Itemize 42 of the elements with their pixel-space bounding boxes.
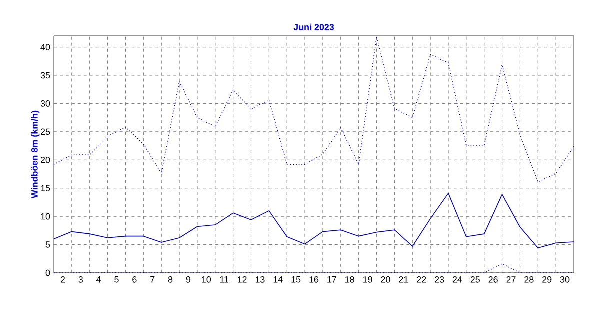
y-tick-label: 15 (41, 185, 50, 192)
x-tick-label: 29 (542, 276, 552, 283)
chart-title: Juni 2023 (294, 24, 334, 30)
x-tick-label: 10 (202, 276, 212, 283)
x-tick-label: 30 (560, 276, 570, 283)
x-tick-label: 19 (363, 276, 372, 283)
x-tick-label: 23 (434, 276, 444, 283)
x-tick-label: 21 (399, 276, 408, 283)
x-tick-label: 17 (328, 276, 336, 283)
line-series (54, 36, 574, 183)
x-tick-label: 3 (78, 276, 83, 283)
x-tick-label: 9 (186, 276, 191, 283)
x-tick-label: 20 (381, 276, 390, 283)
y-tick-label: 10 (41, 213, 50, 220)
x-tick-label: 4 (96, 276, 102, 283)
x-tick-label: 22 (417, 276, 426, 283)
y-tick-label: 30 (40, 100, 50, 107)
y-tick-label: 35 (40, 72, 50, 79)
x-tick-label: 7 (150, 276, 155, 283)
x-tick-label: 2 (60, 276, 66, 283)
y-tick-label: 40 (40, 44, 50, 50)
x-tick-label: 15 (292, 276, 301, 283)
x-tick-label: 11 (220, 276, 229, 283)
x-tick-label: 5 (114, 276, 119, 283)
x-tick-label: 26 (488, 276, 498, 283)
x-tick-label: 24 (452, 276, 462, 283)
y-tick-label: 5 (46, 242, 50, 248)
x-tick-label: 6 (132, 276, 137, 283)
y-tick-label: 0 (46, 270, 50, 276)
x-tick-label: 12 (238, 276, 247, 283)
x-tick-label: 8 (168, 276, 173, 283)
y-axis-title: Windböen 8m (km/h) (31, 110, 40, 199)
x-tick-label: 25 (470, 276, 480, 283)
x-tick-label: 28 (524, 276, 534, 283)
line-series (54, 193, 574, 249)
x-tick-label: 18 (346, 276, 354, 283)
x-tick-label: 13 (256, 276, 265, 283)
y-tick-label: 20 (40, 156, 50, 164)
x-tick-label: 27 (506, 276, 516, 283)
y-tick-label: 25 (40, 128, 50, 136)
x-tick-label: 16 (310, 276, 319, 283)
x-tick-label: 14 (274, 276, 283, 283)
